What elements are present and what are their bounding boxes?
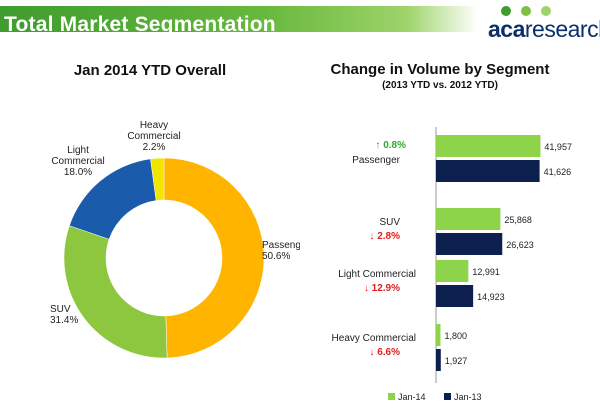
donut-value-label: 31.4% xyxy=(50,315,78,326)
legend-swatch-jan-14 xyxy=(388,393,395,400)
legend-swatch-jan-13 xyxy=(444,393,451,400)
donut-label-line: Light xyxy=(67,145,89,156)
bar-value-label: 1,927 xyxy=(445,356,468,366)
logo-dot-2 xyxy=(521,6,531,16)
bar-value-label: 26,623 xyxy=(506,240,534,250)
logo-dot-3 xyxy=(541,6,551,16)
logo-dot-1 xyxy=(501,6,511,16)
donut-chart: Passenger50.6%SUV31.4%LightCommercial18.… xyxy=(50,120,300,359)
bar-heavy-commercial-jan-13 xyxy=(436,349,441,371)
donut-chart-title: Jan 2014 YTD Overall xyxy=(73,62,227,79)
category-label-heavy-commercial: Heavy Commercial xyxy=(332,333,416,344)
donut-label-line: Passenger xyxy=(262,240,300,251)
donut-label-heavy-commercial: Heavy Commercial 2.2% xyxy=(127,120,180,153)
bar-suv-jan-13 xyxy=(436,233,503,255)
donut-value-label: 2.2% xyxy=(143,142,166,153)
bar-heavy-commercial-jan-14 xyxy=(436,324,441,346)
donut-slice-suv xyxy=(63,225,168,359)
donut-value-label: 50.6% xyxy=(262,251,290,262)
change-label-passenger: ↑ 0.8% xyxy=(375,140,406,151)
donut-label-line: Commercial xyxy=(51,156,104,167)
bar-chart-title: Change in Volume by Segment xyxy=(330,61,550,78)
legend-label-jan-14: Jan-14 xyxy=(398,392,426,402)
bar-passenger-jan-14 xyxy=(436,135,541,157)
logo-dots xyxy=(501,6,551,16)
logo-wordmark: acaresearch xyxy=(488,16,600,42)
donut-label-line: Heavy xyxy=(140,120,168,131)
donut-label-passenger: Passenger50.6% xyxy=(262,240,300,262)
page-title: Total Market Segmentation xyxy=(4,13,276,36)
bar-value-label: 41,626 xyxy=(544,167,572,177)
change-label-light-commercial: ↓ 12.9% xyxy=(364,283,400,294)
bar-value-label: 25,868 xyxy=(504,215,532,225)
bar-light-commercial-jan-13 xyxy=(436,285,474,307)
bar-value-label: 14,923 xyxy=(477,292,505,302)
header-bar: Total Market Segmentation xyxy=(0,6,478,36)
bar-light-commercial-jan-14 xyxy=(436,260,469,282)
category-label-light-commercial: Light Commercial xyxy=(338,269,416,280)
donut-label-line: SUV xyxy=(50,304,71,315)
change-label-suv: ↓ 2.8% xyxy=(369,231,400,242)
bar-value-label: 12,991 xyxy=(472,267,500,277)
bar-value-label: 41,957 xyxy=(544,142,572,152)
bar-suv-jan-14 xyxy=(436,208,501,230)
donut-slice-heavy-commercial xyxy=(150,157,165,201)
change-label-heavy-commercial: ↓ 6.6% xyxy=(369,347,400,358)
volume-bar-chart: 41,957 41,626 ↑ 0.8% Passenger 25,868 26,623 S… xyxy=(332,127,572,402)
bar-passenger-jan-13 xyxy=(436,160,540,182)
category-label-passenger: Passenger xyxy=(352,155,400,166)
donut-slice-passenger xyxy=(163,157,265,359)
legend-label-jan-13: Jan-13 xyxy=(454,392,482,402)
bar-value-label: 1,800 xyxy=(444,331,467,341)
donut-value-label: 18.0% xyxy=(64,167,92,178)
donut-label-light-commercial: Light Commercial 18.0% xyxy=(51,145,104,178)
donut-label-line: Commercial xyxy=(127,131,180,142)
donut-label-suv: SUV 31.4% xyxy=(50,304,78,326)
bar-chart-subtitle: (2013 YTD vs. 2012 YTD) xyxy=(382,80,498,91)
aca-research-logo: acaresearch xyxy=(488,2,600,42)
category-label-suv: SUV xyxy=(379,217,400,228)
